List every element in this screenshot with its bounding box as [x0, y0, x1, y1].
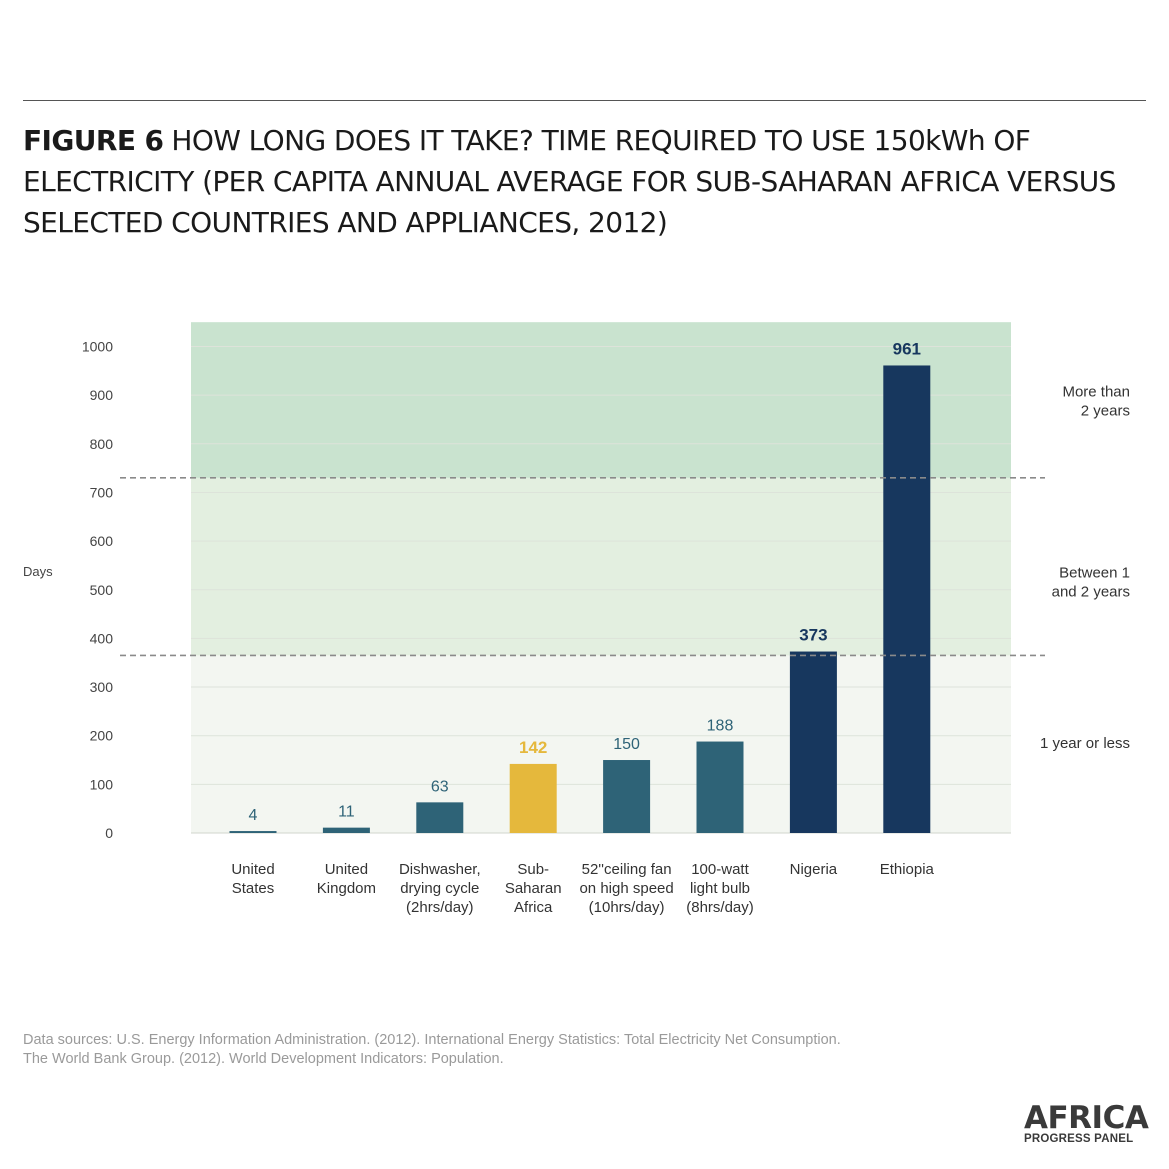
- data-sources: Data sources: U.S. Energy Information Ad…: [23, 1031, 841, 1069]
- x-tick-label-1-line-0: United: [325, 861, 368, 878]
- x-tick-label-0-line-1: States: [232, 880, 275, 897]
- x-tick-label-4-line-1: on high speed: [579, 880, 673, 897]
- value-label-2: 63: [431, 778, 449, 795]
- x-tick-label-4-line-0: 52''ceiling fan: [582, 861, 672, 878]
- band-1: [191, 477, 1011, 656]
- source-line-2: The World Bank Group. (2012). World Deve…: [23, 1051, 504, 1067]
- bar-layer: 4 11 63 142 150 188 373 961: [229, 339, 931, 833]
- y-tick-label-400: 400: [90, 630, 114, 646]
- bar-4: [603, 760, 651, 833]
- y-tick-label-900: 900: [90, 387, 114, 403]
- y-tick-label-100: 100: [90, 776, 114, 792]
- band-label-2-line-1: 2 years: [1081, 403, 1130, 420]
- band-label-2-line-0: More than: [1062, 384, 1130, 401]
- y-tick-label-800: 800: [90, 436, 114, 452]
- y-tick-label-0: 0: [105, 825, 113, 841]
- x-tick-label-4-line-2: (10hrs/day): [589, 899, 665, 916]
- value-label-1: 11: [338, 804, 355, 821]
- x-tick-label-3-line-0: Sub-: [517, 861, 549, 878]
- x-tick-label-5-line-1: light bulb: [690, 880, 750, 897]
- y-tick-label-500: 500: [90, 582, 114, 598]
- x-tick-label-5-line-0: 100-watt: [691, 861, 749, 878]
- logo-name: AFRICA: [1024, 1100, 1149, 1136]
- x-tick-label-2-line-1: drying cycle: [400, 880, 479, 897]
- y-tick-label-300: 300: [90, 679, 114, 695]
- source-line-1: Data sources: U.S. Energy Information Ad…: [23, 1032, 841, 1048]
- value-label-5: 188: [707, 718, 734, 735]
- x-label-layer: United States United Kingdom Dishwasher, dryi…: [231, 861, 934, 916]
- figure-label: FIGURE 6: [23, 124, 164, 157]
- x-tick-label-2-line-2: (2hrs/day): [406, 899, 474, 916]
- figure-title: FIGURE 6 HOW LONG DOES IT TAKE? TIME REQU…: [23, 120, 1143, 243]
- x-tick-label-1-line-1: Kingdom: [317, 880, 376, 897]
- y-tick-label-700: 700: [90, 484, 114, 500]
- band-label-1-line-0: Between 1: [1059, 565, 1130, 582]
- band-label-layer: 1 year or less Between 1 and 2 years More t…: [1040, 384, 1130, 753]
- bar-7: [883, 365, 931, 833]
- value-label-7: 961: [893, 339, 921, 358]
- bar-5: [696, 741, 744, 833]
- band-0: [191, 655, 1011, 833]
- africa-progress-panel-logo: AFRICA PROGRESS PANEL: [1024, 1100, 1149, 1146]
- x-tick-label-2-line-0: Dishwasher,: [399, 861, 481, 878]
- bar-0: [229, 831, 277, 833]
- y-tick-label-600: 600: [90, 533, 114, 549]
- y-tick-label-1000: 1000: [82, 339, 113, 355]
- top-rule: [23, 100, 1146, 101]
- band-label-1-line-1: and 2 years: [1052, 584, 1130, 601]
- logo-tagline: PROGRESS PANEL: [1024, 1133, 1134, 1145]
- band-label-0-line-0: 1 year or less: [1040, 735, 1130, 752]
- y-tick-layer: 0 100 200 300 400 500 600 700 800 900 1000: [82, 339, 113, 842]
- x-tick-label-7-line-0: Ethiopia: [880, 861, 935, 878]
- bar-6: [789, 651, 837, 833]
- y-tick-label-200: 200: [90, 728, 114, 744]
- x-tick-label-3-line-1: Saharan: [505, 880, 562, 897]
- band-layer: [191, 322, 1011, 833]
- y-axis-label: Days: [23, 564, 53, 579]
- figure-title-text: HOW LONG DOES IT TAKE? TIME REQUIRED TO …: [23, 124, 1116, 239]
- threshold-layer: [120, 477, 1045, 657]
- bar-2: [416, 802, 464, 833]
- value-label-4: 150: [613, 736, 640, 753]
- x-tick-label-0-line-0: United: [231, 861, 274, 878]
- bar-1: [322, 827, 370, 833]
- bar-3: [509, 763, 557, 833]
- value-label-3: 142: [519, 738, 547, 757]
- x-tick-label-5-line-2: (8hrs/day): [686, 899, 754, 916]
- value-label-0: 4: [249, 807, 258, 824]
- value-label-6: 373: [799, 626, 827, 645]
- x-tick-label-3-line-2: Africa: [514, 899, 553, 916]
- x-tick-label-6-line-0: Nigeria: [790, 861, 838, 878]
- band-2: [191, 322, 1011, 478]
